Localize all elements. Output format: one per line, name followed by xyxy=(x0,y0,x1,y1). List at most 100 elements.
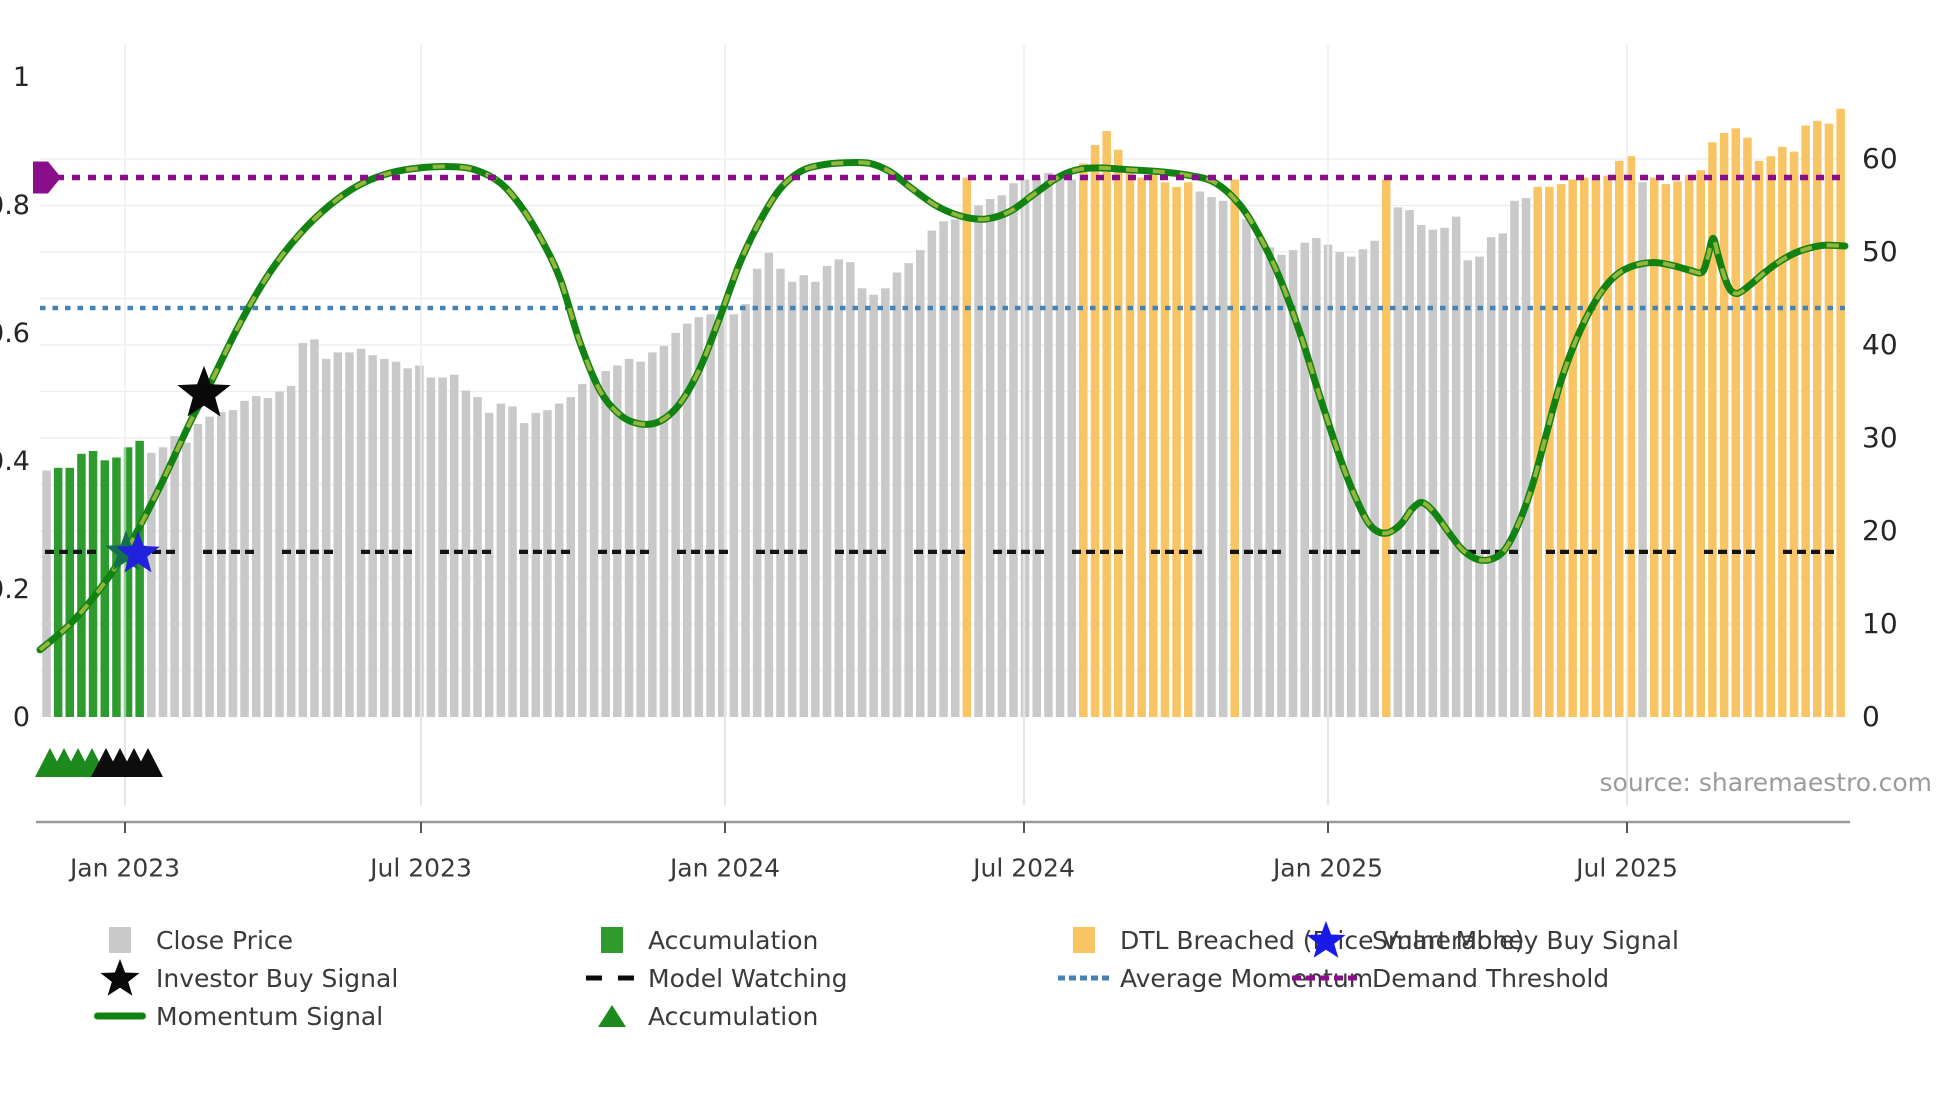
price-bar xyxy=(193,424,203,717)
legend-label: Smart Money Buy Signal xyxy=(1372,925,1679,955)
x-tick-label: Jan 2025 xyxy=(1271,853,1383,882)
price-bar xyxy=(368,355,377,717)
price-bar xyxy=(1451,216,1461,717)
left-y-tick-label: 0.8 xyxy=(0,190,30,221)
price-bar xyxy=(1615,160,1624,717)
price-bar xyxy=(1428,229,1438,717)
orange-swatch-icon xyxy=(1056,925,1112,955)
price-bar xyxy=(275,391,284,717)
price-bar xyxy=(892,272,902,717)
price-bar xyxy=(1824,123,1834,717)
x-tick-label: Jul 2025 xyxy=(1574,853,1678,882)
price-bar xyxy=(135,440,144,717)
price-bar xyxy=(1079,163,1088,718)
price-bar xyxy=(1580,177,1589,718)
price-bar xyxy=(519,423,529,717)
right-y-tick-label: 20 xyxy=(1862,514,1898,547)
price-bar xyxy=(263,398,273,717)
price-bar xyxy=(345,352,354,717)
price-bar xyxy=(613,365,622,717)
price-bar xyxy=(1836,108,1845,718)
right-y-tick-label: 50 xyxy=(1862,235,1898,268)
legend-label: Accumulation xyxy=(648,1001,819,1031)
price-bar xyxy=(170,436,179,717)
price-bar xyxy=(1789,151,1799,718)
reference-lines xyxy=(40,305,1845,555)
x-tick-label: Jul 2024 xyxy=(971,853,1075,882)
price-bar xyxy=(1044,172,1053,717)
price-bar xyxy=(1650,177,1659,718)
price-bar xyxy=(1242,219,1251,717)
price-bar xyxy=(240,400,249,717)
price-bar xyxy=(1696,170,1705,717)
price-bar xyxy=(298,343,308,717)
close-price-swatch-icon xyxy=(92,925,148,955)
price-bar xyxy=(531,412,540,717)
price-bar xyxy=(1160,182,1170,718)
purple-dotted-line-icon xyxy=(1288,974,1364,982)
price-bar xyxy=(217,412,226,717)
legend-item-close-price: Close Price xyxy=(92,922,293,958)
x-tick-label: Jan 2023 xyxy=(68,853,180,882)
price-bar xyxy=(1684,174,1694,718)
price-bar xyxy=(438,377,447,717)
price-bar xyxy=(624,358,634,717)
price-bar xyxy=(1218,200,1228,718)
price-bar xyxy=(706,314,715,717)
price-bar xyxy=(88,451,98,717)
price-bar xyxy=(1277,254,1286,718)
green-triangle-icon xyxy=(584,1002,640,1030)
price-bar xyxy=(1440,227,1449,718)
price-bar xyxy=(578,384,587,717)
price-bar xyxy=(356,348,366,717)
price-bar xyxy=(752,268,762,717)
price-bar xyxy=(1603,175,1612,717)
right-y-tick-label: 60 xyxy=(1862,142,1898,175)
investor-buy-signal-star-icon xyxy=(177,365,231,417)
legend-item-accumulation-triangle: Accumulation xyxy=(584,998,818,1034)
price-bar xyxy=(1382,179,1391,717)
price-bar xyxy=(1743,137,1752,718)
price-bar xyxy=(974,205,983,717)
left-y-tick-label: 0.4 xyxy=(0,446,30,477)
accumulation-triangle-markers xyxy=(35,748,163,777)
price-bar xyxy=(1032,176,1041,717)
price-bar xyxy=(1708,142,1717,718)
price-bar xyxy=(1184,182,1193,718)
price-bar xyxy=(65,467,74,717)
price-bar xyxy=(1778,146,1787,717)
right-y-axis-labels: 0 10 20 30 40 50 60 xyxy=(1862,142,1898,733)
price-bar xyxy=(1754,160,1764,717)
price-bar xyxy=(310,339,319,717)
price-bar xyxy=(182,442,191,717)
source-attribution: source: sharemaestro.com xyxy=(1599,768,1933,797)
price-bar xyxy=(1230,179,1239,717)
price-bar xyxy=(857,288,867,717)
price-bar xyxy=(601,371,610,717)
price-bar xyxy=(1114,149,1123,717)
price-bar xyxy=(881,288,890,717)
legend-label: Close Price xyxy=(156,925,294,955)
price-bar xyxy=(450,374,459,717)
price-bar xyxy=(846,262,855,717)
price-bar xyxy=(112,457,121,717)
green-swatch-icon xyxy=(584,925,640,955)
price-bar xyxy=(1568,179,1577,717)
price-bar xyxy=(321,358,331,717)
price-bar xyxy=(1556,184,1566,718)
price-bar xyxy=(123,447,133,717)
price-bar xyxy=(158,447,168,717)
price-bar xyxy=(1067,179,1076,717)
price-bar xyxy=(1521,198,1531,718)
momentum-chart: Jan 2023 Jul 2023 Jan 2024 Jul 2024 Jan 2025… xyxy=(0,45,1898,882)
price-bar xyxy=(636,361,645,717)
price-bar xyxy=(391,361,401,717)
price-bar xyxy=(1533,186,1542,717)
momentum-signal-dash-overlay xyxy=(38,160,1846,652)
price-bar xyxy=(741,304,750,717)
x-tick-label: Jul 2023 xyxy=(368,853,472,882)
price-bar xyxy=(1102,131,1111,718)
price-bar xyxy=(776,268,785,717)
legend-label: Momentum Signal xyxy=(156,1001,384,1031)
price-bar xyxy=(997,195,1007,718)
